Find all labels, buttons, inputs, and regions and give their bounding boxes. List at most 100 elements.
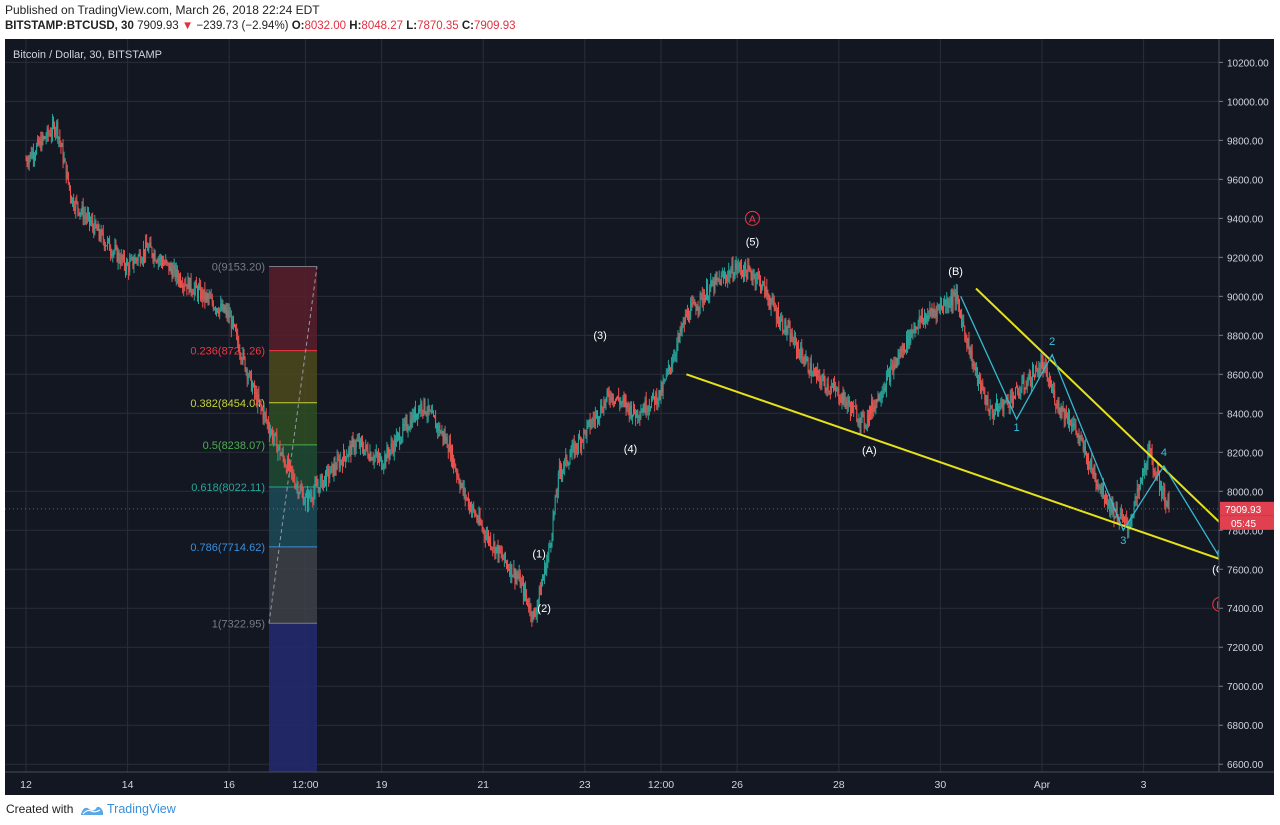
x-tick-label: 14 <box>122 779 134 791</box>
candle-body <box>967 338 969 347</box>
candle-body <box>661 386 663 393</box>
candle-body <box>891 365 893 367</box>
candle-body <box>774 308 776 311</box>
minor-wave-label: 2 <box>1049 336 1055 348</box>
candle-body <box>441 431 443 433</box>
candle-body <box>754 274 756 283</box>
candle-body <box>877 393 879 403</box>
candle-body <box>26 160 28 163</box>
candle-body <box>624 400 626 402</box>
candle-body <box>605 397 607 405</box>
cyan-wave-path[interactable] <box>960 296 1221 558</box>
candle-body <box>590 424 592 429</box>
candle-body <box>532 610 534 620</box>
candle-body <box>806 358 808 360</box>
candle-body <box>463 488 465 493</box>
candle-body <box>1026 382 1028 389</box>
candle-body <box>639 416 641 418</box>
candle-body <box>70 187 71 197</box>
candle-body <box>236 330 238 334</box>
candle-body <box>36 145 38 154</box>
candle-body <box>883 387 885 392</box>
candle-body <box>126 262 127 271</box>
x-tick-label: 28 <box>833 779 845 791</box>
price-chart[interactable]: 0(9153.20) 0.236(8721.26) 0.382(8454.04) 0.… <box>5 39 1274 795</box>
fib-zone <box>269 266 317 351</box>
candle-body <box>895 358 897 368</box>
candle-body <box>931 310 933 314</box>
candle-body <box>268 428 270 435</box>
candle-body <box>471 509 473 512</box>
candle-body <box>386 447 388 462</box>
candle-body <box>531 615 533 620</box>
candle-body <box>939 305 941 308</box>
candle-body <box>68 182 70 188</box>
candle-body <box>64 159 66 162</box>
candle-body <box>1011 396 1013 405</box>
candle-body <box>365 444 367 450</box>
tradingview-brand[interactable]: TradingView <box>107 802 176 816</box>
candle-body <box>744 262 746 277</box>
candle-body <box>775 310 777 320</box>
candle-body <box>447 447 449 452</box>
candle-body <box>382 467 384 469</box>
candle-body <box>572 443 574 446</box>
candle-body <box>1156 469 1158 479</box>
x-tick-label: 16 <box>223 779 235 791</box>
candle-body <box>553 511 555 518</box>
candle-body <box>841 394 843 402</box>
wedge-trend-line[interactable] <box>686 373 1274 590</box>
candle-body <box>653 392 655 397</box>
candle-body <box>642 408 644 412</box>
candle-body <box>389 450 391 457</box>
candle-body <box>334 463 336 470</box>
candle-body <box>1000 406 1002 408</box>
candle-body <box>739 263 741 268</box>
candle-body <box>807 358 809 372</box>
candle-body <box>907 335 909 347</box>
candle-body <box>347 455 349 458</box>
candle-body <box>689 319 691 321</box>
candle-body <box>519 573 521 588</box>
candle-body <box>824 380 826 388</box>
candle-body <box>216 308 217 311</box>
candle-body <box>510 564 512 576</box>
candle-body <box>962 321 964 327</box>
candle-body <box>78 208 80 215</box>
candle-body <box>917 322 919 330</box>
y-tick-label: 7600.00 <box>1227 565 1264 576</box>
candle-body <box>714 276 716 291</box>
candle-body <box>234 324 235 326</box>
candle-body <box>915 326 917 329</box>
candle-body <box>529 604 531 610</box>
candle-body <box>994 409 996 413</box>
candle-body <box>563 467 565 471</box>
candle-body <box>742 272 743 274</box>
axes[interactable]: 10200.00 10000.00 9800.00 9600.00 9400.00 920… <box>5 39 1274 795</box>
candle-body <box>501 553 503 558</box>
chart-panel[interactable]: 0(9153.20) 0.236(8721.26) 0.382(8454.04) 0.… <box>5 39 1274 795</box>
candle-body <box>1042 361 1044 372</box>
y-tick-label: 9600.00 <box>1227 175 1264 186</box>
candle-body <box>611 393 613 402</box>
candle-body <box>599 415 601 419</box>
candle-body <box>59 137 61 142</box>
candle-body <box>497 545 499 558</box>
candle-body <box>205 293 207 301</box>
candle-body <box>1060 406 1062 414</box>
candle-body <box>1081 439 1083 442</box>
candle-body <box>768 297 770 304</box>
candle-body <box>254 383 256 394</box>
candle-body <box>369 452 371 460</box>
candle-body <box>468 503 470 508</box>
candle-body <box>826 383 828 391</box>
candle-body <box>1150 450 1152 453</box>
countdown-label: 05:45 <box>1231 519 1256 530</box>
candle-body <box>554 496 556 512</box>
fib-zone-extension <box>269 623 317 772</box>
candle-body <box>418 408 420 418</box>
candle-body <box>970 350 972 355</box>
candle-body <box>231 318 233 329</box>
last-price: 7909.93 <box>137 20 179 32</box>
candle-body <box>978 377 979 383</box>
